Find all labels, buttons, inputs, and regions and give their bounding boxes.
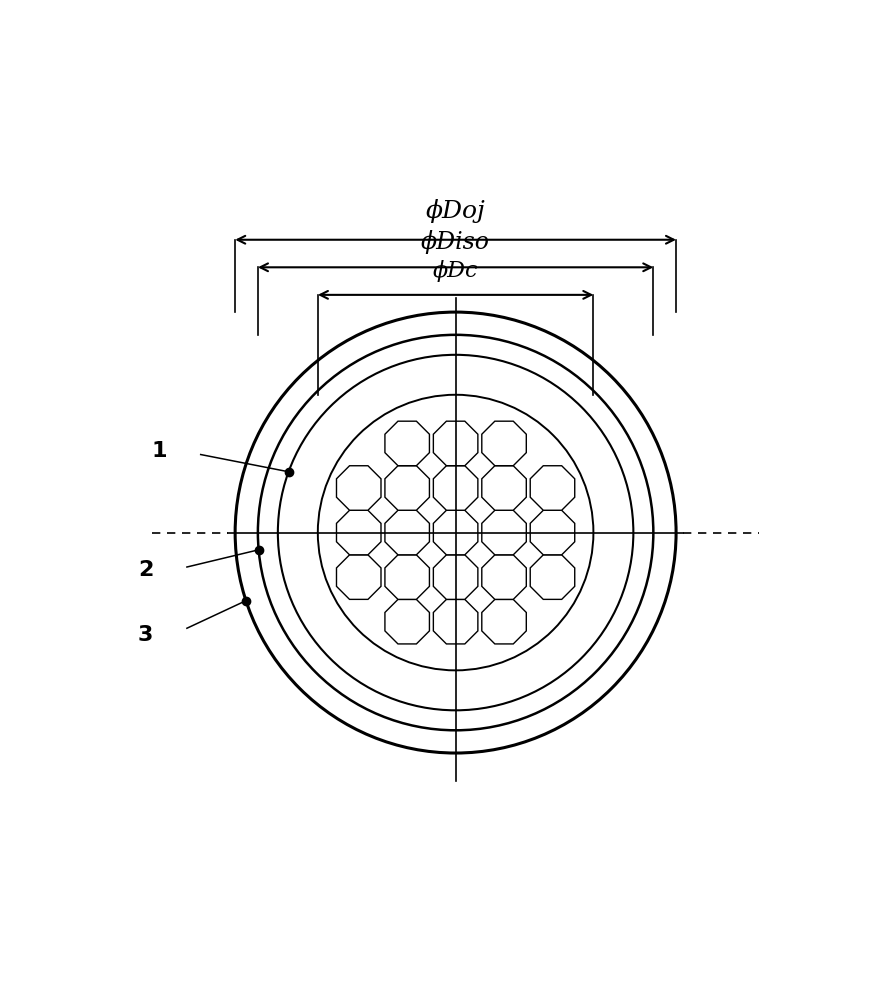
Polygon shape bbox=[482, 555, 526, 599]
Polygon shape bbox=[530, 510, 574, 555]
Polygon shape bbox=[530, 555, 574, 599]
Polygon shape bbox=[482, 599, 526, 644]
Polygon shape bbox=[482, 466, 526, 510]
Text: 1: 1 bbox=[152, 441, 167, 461]
Polygon shape bbox=[385, 466, 429, 510]
Polygon shape bbox=[433, 555, 478, 599]
Polygon shape bbox=[433, 510, 478, 555]
Polygon shape bbox=[385, 510, 429, 555]
Polygon shape bbox=[385, 599, 429, 644]
Polygon shape bbox=[433, 466, 478, 510]
Polygon shape bbox=[482, 421, 526, 466]
Polygon shape bbox=[433, 599, 478, 644]
Text: ϕDc: ϕDc bbox=[433, 260, 478, 282]
Polygon shape bbox=[482, 510, 526, 555]
Text: 2: 2 bbox=[138, 560, 153, 580]
Text: 3: 3 bbox=[138, 625, 153, 645]
Text: ϕDiso: ϕDiso bbox=[421, 230, 490, 254]
Polygon shape bbox=[530, 466, 574, 510]
Polygon shape bbox=[433, 421, 478, 466]
Polygon shape bbox=[337, 466, 381, 510]
Text: ϕDoj: ϕDoj bbox=[426, 199, 485, 223]
Polygon shape bbox=[385, 555, 429, 599]
Polygon shape bbox=[337, 555, 381, 599]
Polygon shape bbox=[385, 421, 429, 466]
Polygon shape bbox=[337, 510, 381, 555]
